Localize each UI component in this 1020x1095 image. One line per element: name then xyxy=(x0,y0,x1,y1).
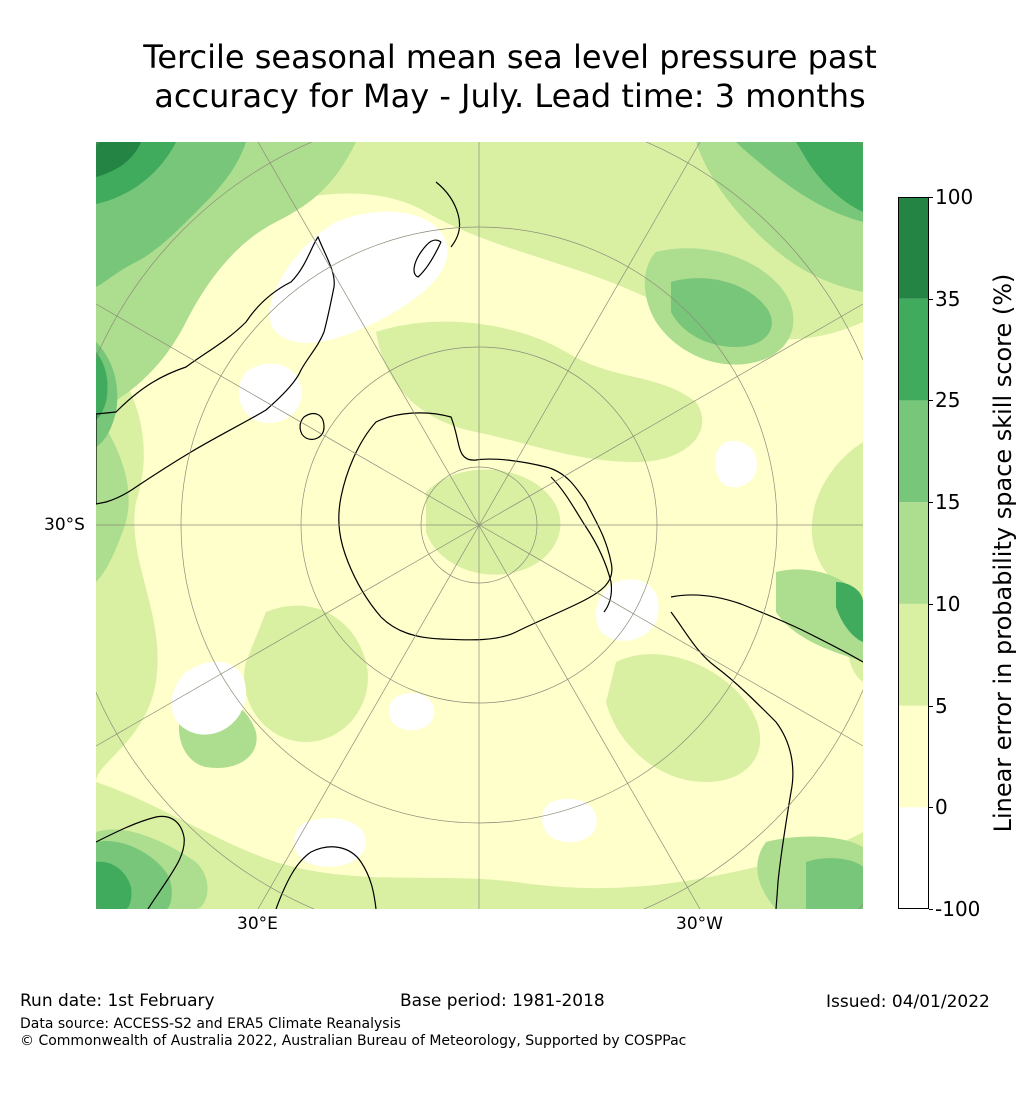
map-panel xyxy=(96,142,863,909)
graticule xyxy=(96,142,863,909)
colorbar-tick-label: 10 xyxy=(935,591,961,616)
colorbar-tick-mark xyxy=(929,197,933,198)
south-america-coastline xyxy=(670,594,863,909)
title-line-1: Tercile seasonal mean sea level pressure… xyxy=(143,38,877,76)
colorbar-label: Linear error in probability space skill … xyxy=(989,273,1017,833)
colorbar-tick-mark xyxy=(929,502,933,504)
antarctic-peninsula xyxy=(550,476,613,613)
copyright: © Commonwealth of Australia 2022, Austra… xyxy=(20,1033,687,1049)
new-zealand-coastline xyxy=(413,181,461,278)
issued-date: Issued: 04/01/2022 xyxy=(826,992,990,1012)
colorbar-bin xyxy=(898,603,929,706)
colorbar xyxy=(898,197,929,909)
colorbar-bin xyxy=(898,197,929,299)
chart-title: Tercile seasonal mean sea level pressure… xyxy=(0,38,1020,116)
tasmania-coastline xyxy=(299,413,325,440)
colorbar-tick-mark xyxy=(929,603,933,605)
title-line-2: accuracy for May - July. Lead time: 3 mo… xyxy=(154,77,866,115)
colorbar-tick-mark xyxy=(929,909,933,910)
data-source: Data source: ACCESS-S2 and ERA5 Climate … xyxy=(20,1016,401,1032)
colorbar-tick-mark xyxy=(929,807,933,809)
colorbar-tick-label: -100 xyxy=(935,897,981,921)
colorbar-tick-label: 100 xyxy=(935,185,974,209)
colorbar-tick-mark xyxy=(929,298,933,300)
skill-field xyxy=(96,142,863,909)
run-date: Run date: 1st February xyxy=(20,991,215,1011)
colorbar-tick-mark xyxy=(929,705,933,707)
colorbar-bin xyxy=(898,400,929,503)
colorbar-tick-label: 0 xyxy=(935,795,948,820)
polar-map xyxy=(96,142,863,909)
colorbar-bin xyxy=(898,502,929,604)
colorbar-bin xyxy=(898,807,929,909)
colorbar-tick-label: 5 xyxy=(935,693,948,718)
colorbar-tick-label: 35 xyxy=(935,286,961,311)
colorbar-tick-label: 15 xyxy=(935,490,961,515)
colorbar-tick-label: 25 xyxy=(935,388,961,413)
longitude-label-30w: 30°W xyxy=(676,914,723,934)
africa-coastline xyxy=(96,815,377,909)
latitude-label-30s: 30°S xyxy=(44,515,85,535)
colorbar-tick-mark xyxy=(929,400,933,402)
colorbar-bin xyxy=(898,298,929,401)
colorbar-bin xyxy=(898,705,929,808)
australia-coastline xyxy=(96,235,335,505)
base-period: Base period: 1981-2018 xyxy=(400,991,605,1011)
antarctica-coastline xyxy=(338,412,613,641)
longitude-label-30e: 30°E xyxy=(237,914,278,934)
